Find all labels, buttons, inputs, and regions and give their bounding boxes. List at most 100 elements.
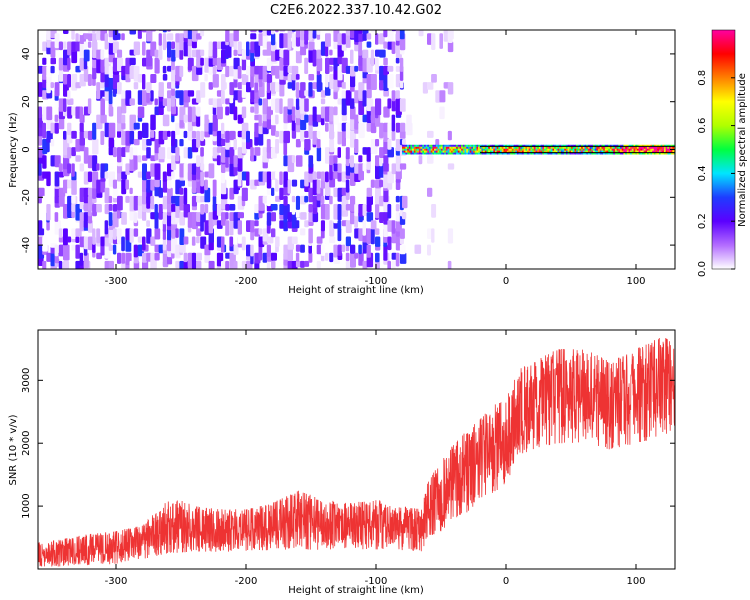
heatmap-cell	[412, 148, 415, 151]
heatmap-cell	[191, 252, 197, 269]
heatmap-cell	[121, 114, 126, 124]
heatmap-cell	[212, 179, 217, 197]
heatmap-cell	[266, 195, 271, 207]
heatmap-cell	[108, 122, 116, 138]
heatmap-cell	[461, 150, 464, 153]
heatmap-cell	[375, 155, 380, 167]
heatmap-cell	[300, 228, 306, 236]
heatmap-cell	[550, 148, 553, 151]
heatmap-cell	[279, 30, 286, 32]
heatmap-cell	[71, 228, 77, 239]
heatmap-cell	[142, 41, 146, 56]
heatmap-cell	[258, 98, 263, 106]
heatmap-cell	[100, 90, 106, 97]
heatmap-cell	[237, 90, 243, 103]
heatmap-cell	[452, 146, 455, 149]
heatmap-cell	[489, 150, 492, 153]
heatmap-cell	[158, 33, 162, 46]
heatmap-cell	[452, 152, 455, 155]
heatmap-cell	[464, 148, 467, 151]
heatmap-cell	[623, 146, 626, 149]
heatmap-cell	[391, 98, 396, 112]
heatmap-cell	[650, 148, 653, 151]
heatmap-cell	[295, 74, 300, 80]
heatmap-cell	[653, 150, 656, 153]
heatmap-cell	[320, 220, 325, 232]
heatmap-cell	[424, 152, 426, 155]
heatmap-cell	[523, 148, 526, 151]
heatmap-cell	[129, 260, 135, 269]
heatmap-cell	[545, 148, 548, 151]
heatmap-cell	[225, 155, 229, 168]
heatmap-cell	[362, 90, 367, 107]
heatmap-cell	[200, 204, 205, 215]
heatmap-cell	[233, 260, 238, 269]
heatmap-cell	[341, 98, 347, 116]
heatmap-cell	[146, 220, 150, 227]
heatmap-cell	[354, 139, 359, 154]
heatmap-cell	[544, 150, 546, 153]
heatmap-cell	[402, 139, 406, 145]
heatmap-cell	[312, 30, 317, 39]
heatmap-cell	[582, 148, 585, 151]
heatmap-cell	[638, 148, 641, 151]
heatmap-cell	[405, 144, 408, 147]
heatmap-cell	[375, 204, 380, 219]
heatmap-cell	[208, 41, 213, 57]
heatmap-cell	[183, 130, 188, 139]
heatmap-cell	[631, 148, 634, 151]
heatmap-cell	[439, 33, 443, 49]
heatmap-cell	[665, 148, 668, 151]
heatmap-cell	[75, 155, 81, 162]
heatmap-cell	[437, 146, 440, 149]
heatmap-cell	[439, 146, 442, 149]
heatmap-cell	[417, 144, 420, 147]
heatmap-cell	[435, 150, 438, 153]
heatmap-cell	[478, 152, 480, 155]
heatmap-cell	[589, 150, 592, 153]
heatmap-cell	[329, 252, 334, 263]
heatmap-cell	[350, 49, 354, 64]
heatmap-cell	[137, 236, 144, 243]
heatmap-cell	[471, 148, 474, 151]
heatmap-cell	[501, 148, 504, 151]
heatmap-cell	[171, 41, 175, 49]
heatmap-cell	[204, 57, 210, 73]
heatmap-cell	[42, 139, 48, 155]
heatmap-cell	[496, 148, 499, 151]
heatmap-cell	[67, 90, 71, 100]
heatmap-cell	[67, 163, 71, 174]
heatmap-cell	[413, 150, 416, 153]
heatmap-cell	[329, 122, 334, 140]
heatmap-cell	[154, 98, 158, 106]
heatmap-cell	[628, 150, 631, 153]
snr-panel: -300 -200 -100 0 100 1000 2000 3000 Height of …	[8, 329, 676, 596]
heatmap-cell	[481, 146, 484, 149]
heatmap-cell	[660, 150, 663, 153]
heatmap-cell	[100, 57, 105, 73]
heatmap-cell	[46, 220, 50, 231]
heatmap-cell	[429, 152, 431, 155]
heatmap-cell	[308, 187, 313, 203]
heatmap-cell	[582, 150, 585, 153]
heatmap-cell	[427, 155, 434, 164]
heatmap-cell	[542, 148, 545, 151]
heatmap-cell	[133, 155, 138, 170]
heatmap-cell	[412, 150, 415, 153]
heatmap-cell	[246, 82, 252, 93]
heatmap-cell	[125, 163, 130, 175]
heatmap-cell	[437, 144, 440, 147]
snr-series	[38, 337, 675, 567]
heatmap-cell	[329, 195, 333, 205]
heatmap-cell	[402, 152, 404, 155]
heatmap-cell	[71, 130, 77, 139]
heatmap-cell	[574, 150, 577, 153]
heatmap-cell	[449, 150, 452, 153]
heatmap-cell	[38, 228, 45, 236]
heatmap-cell	[275, 179, 279, 192]
heatmap-cell	[405, 146, 408, 149]
heatmap-cell	[444, 144, 447, 147]
heatmap-cell	[429, 146, 431, 149]
heatmap-cell	[250, 244, 254, 257]
